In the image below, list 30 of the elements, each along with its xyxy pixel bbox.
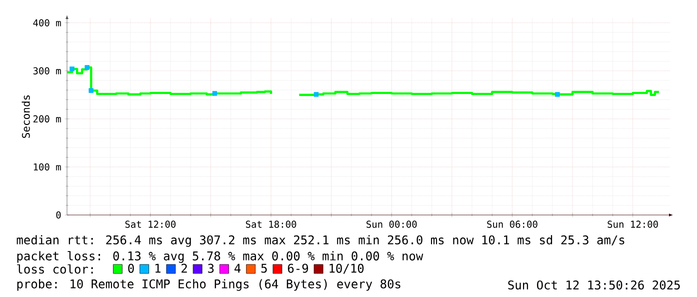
- y-tick-label: 100 m: [34, 163, 61, 171]
- legend-label: 1: [155, 264, 160, 273]
- legend-label: 6-9: [288, 264, 308, 273]
- text: Sun Oct 12 13:50:26 2025: [508, 280, 680, 290]
- y-tick-label: 200 m: [33, 115, 61, 122]
- x-tick-label: Sat 18:00: [246, 220, 296, 228]
- text: packet loss: 0.13 % avg 5.78 % max 0.00 % min 0.00 % now: [17, 251, 424, 263]
- legend-label: 2: [182, 264, 187, 273]
- y-axis-title: Seconds: [22, 95, 30, 138]
- point: [88, 88, 94, 93]
- legend-label: 4: [234, 264, 241, 273]
- point: [70, 66, 74, 72]
- text: median rtt: 256.4 ms avg 307.2 ms max 252.1 ms min 256.0 ms now 10.1 ms sd 25.3 am/s: [16, 235, 624, 247]
- legend-title: loss color:: [17, 264, 93, 274]
- text: probe: 10 Remote ICMP Echo Pings (64 Bytes) every 80s: [17, 279, 400, 291]
- point: [555, 92, 560, 97]
- point: [212, 91, 218, 96]
- legend-label: 3: [208, 264, 214, 273]
- x-tick-label: Sun 00:00: [366, 220, 417, 228]
- legend-label: 0: [128, 264, 134, 273]
- x-tick-label: Sun 06:00: [487, 220, 538, 228]
- legend-label: 5: [261, 264, 267, 273]
- point: [84, 65, 90, 70]
- x-tick-label: Sun 12:00: [608, 220, 658, 228]
- y-tick-label: 0: [56, 211, 61, 219]
- y-tick-label: 300 m: [33, 67, 61, 74]
- legend-label: 10/10: [330, 264, 364, 274]
- x-tick-label: Sat 12:00: [125, 220, 176, 228]
- point: [314, 92, 319, 97]
- y-tick-label: 400 m: [33, 19, 61, 26]
